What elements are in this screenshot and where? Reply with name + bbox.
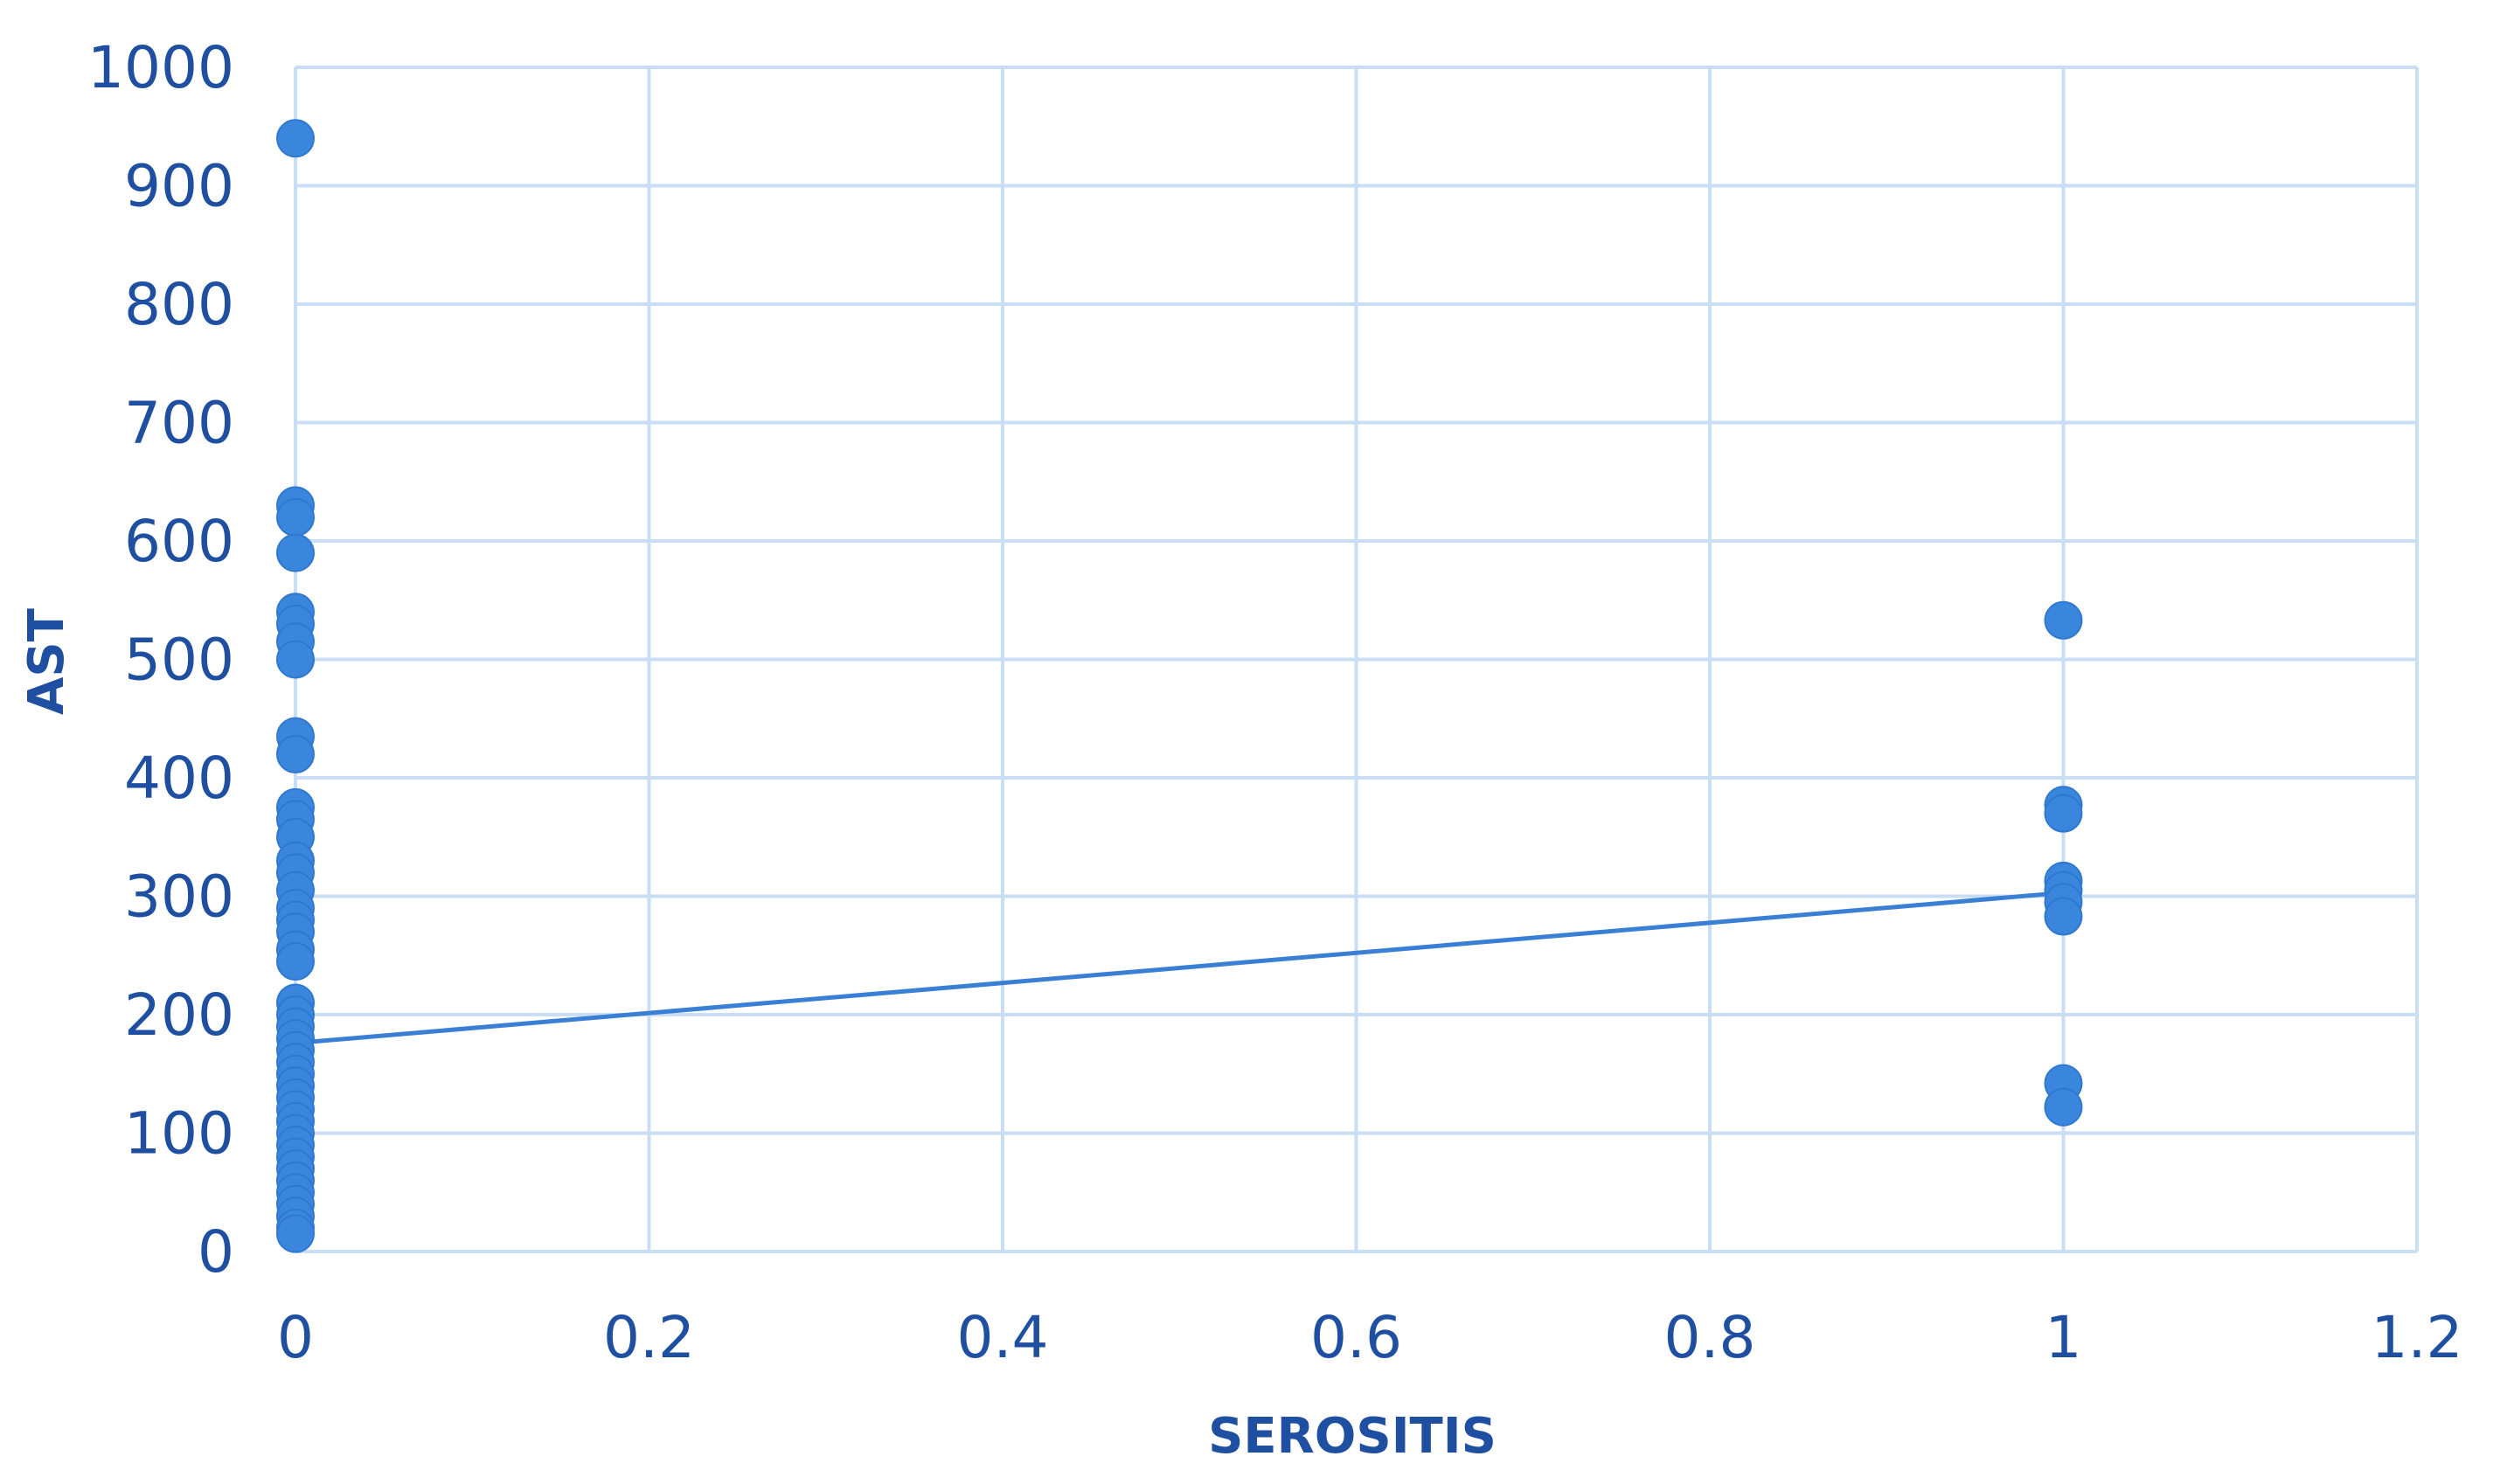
x-tick-label: 0.8 [1664,1304,1756,1371]
y-tick-label: 0 [198,1218,234,1286]
data-point [276,640,315,679]
y-tick-label: 900 [124,153,234,220]
y-tick-label: 300 [124,863,234,931]
data-point [2044,897,2083,936]
trendline [295,890,2064,1046]
grid [294,66,2419,1253]
data-point [276,1214,315,1253]
x-tick-label: 0.6 [1310,1304,1402,1371]
data-point [276,734,315,773]
y-tick-label: 600 [124,508,234,575]
data-point [276,497,315,537]
x-axis-title: SEROSITIS [1208,1408,1497,1465]
y-axis-title: AST [18,608,75,715]
data-point [2044,600,2083,640]
x-tick-label: 0.2 [603,1304,695,1371]
y-tick-label: 400 [124,745,234,812]
y-tick-label: 800 [124,271,234,338]
data-point [276,119,315,158]
y-tick-label: 500 [124,627,234,694]
y-tick-label: 1000 [87,34,234,101]
x-tick-label: 0 [277,1304,314,1371]
x-tick-label: 1.2 [2372,1304,2463,1371]
y-tick-label: 200 [124,981,234,1049]
data-point [2044,794,2083,833]
x-tick-label: 1 [2045,1304,2082,1371]
data-point [276,533,315,572]
data-points [276,119,2083,1253]
trendline-layer [295,890,2064,1046]
x-tick-label: 0.4 [957,1304,1049,1371]
data-point [276,942,315,981]
data-point [2044,1087,2083,1127]
y-tick-labels: 0 100 200 300 400 500 600 700 800 900 1000 [87,34,234,1286]
y-tick-label: 700 [124,390,234,457]
y-tick-label: 100 [124,1100,234,1168]
x-tick-labels: 0 0.2 0.4 0.6 0.8 1 1.2 [277,1304,2462,1371]
